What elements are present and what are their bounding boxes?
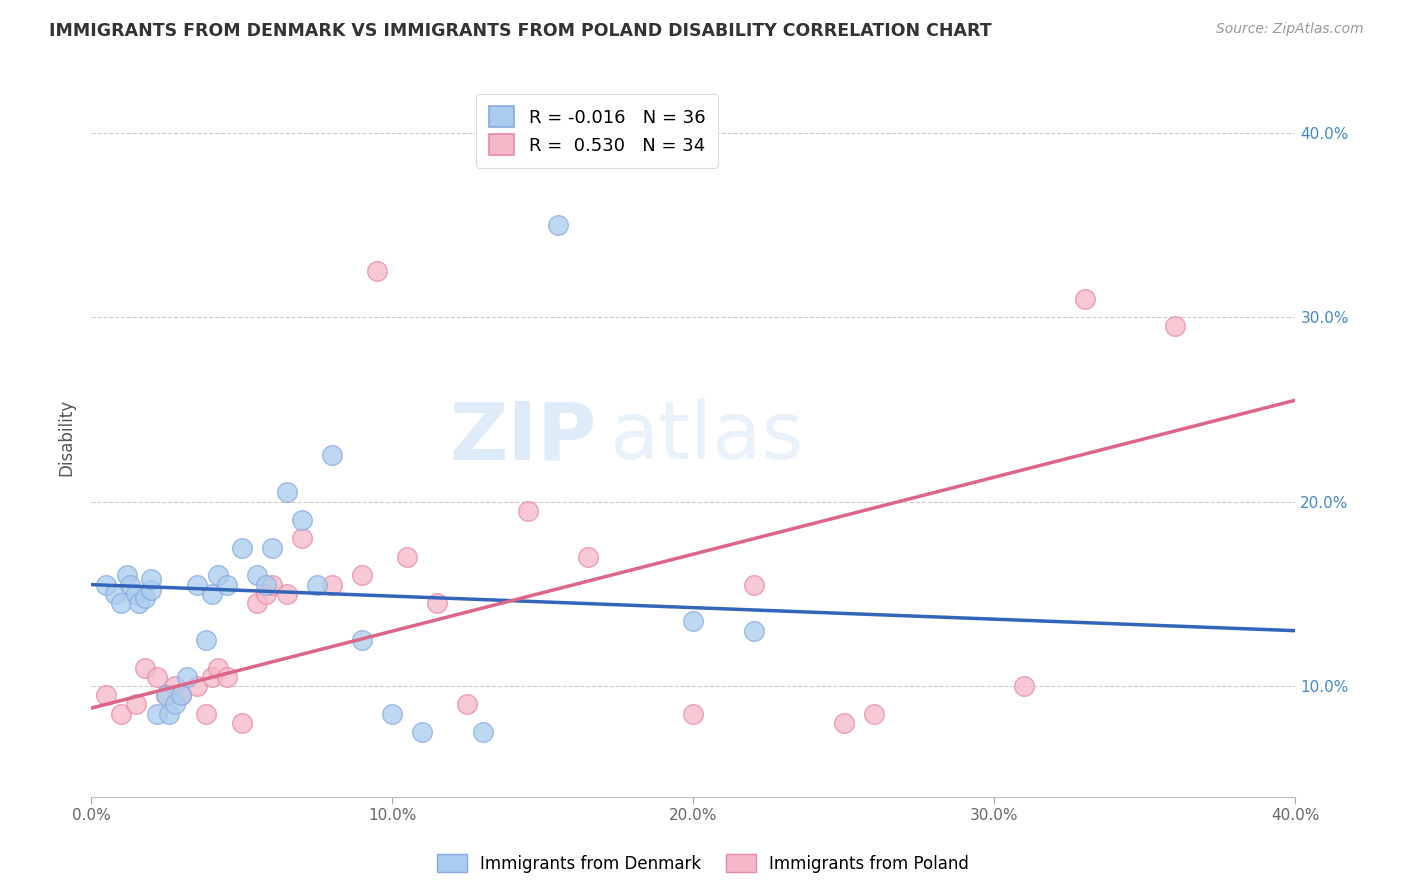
Point (141, 572, 163, 586)
Point (260, 541, 283, 555)
Point (170, 688, 193, 702)
Point (207, 660, 229, 674)
Legend: R = -0.016   N = 36, R =  0.530   N = 34: R = -0.016 N = 36, R = 0.530 N = 34 (477, 94, 718, 168)
Point (110, 706, 132, 721)
Point (246, 596, 269, 610)
Point (120, 577, 142, 591)
Point (321, 449, 343, 463)
Point (200, 670, 222, 684)
Point (291, 532, 314, 546)
Text: atlas: atlas (609, 398, 803, 476)
Point (96, 688, 118, 702)
Point (186, 577, 208, 591)
Point (128, 596, 150, 610)
Point (1014, 679, 1036, 693)
Point (134, 660, 156, 674)
Point (146, 706, 169, 721)
Point (742, 577, 765, 591)
Point (471, 725, 494, 739)
Text: Source: ZipAtlas.com: Source: ZipAtlas.com (1216, 22, 1364, 37)
Point (200, 587, 222, 601)
Point (260, 577, 283, 591)
Point (276, 485, 298, 500)
Point (254, 577, 277, 591)
Point (457, 698, 479, 712)
Point (215, 670, 238, 684)
Point (1164, 319, 1187, 334)
Point (141, 583, 163, 598)
Point (246, 568, 269, 582)
Point (110, 596, 132, 610)
Y-axis label: Disability: Disability (58, 399, 75, 475)
Point (381, 706, 404, 721)
Point (411, 725, 433, 739)
Point (276, 587, 298, 601)
Point (366, 264, 388, 278)
Point (125, 698, 148, 712)
Point (231, 541, 253, 555)
Point (682, 615, 704, 629)
Point (321, 577, 343, 591)
Point (352, 568, 374, 582)
Point (215, 577, 238, 591)
Point (426, 596, 449, 610)
Point (194, 706, 217, 721)
Legend: Immigrants from Denmark, Immigrants from Poland: Immigrants from Denmark, Immigrants from… (430, 847, 976, 880)
Point (186, 679, 208, 693)
Point (305, 577, 328, 591)
Point (231, 715, 253, 730)
Point (165, 679, 187, 693)
Point (1073, 292, 1095, 306)
Point (682, 706, 704, 721)
Point (146, 670, 169, 684)
Point (165, 698, 187, 712)
Point (547, 218, 569, 232)
Point (176, 670, 198, 684)
Point (396, 549, 419, 564)
Point (576, 549, 599, 564)
Text: IMMIGRANTS FROM DENMARK VS IMMIGRANTS FROM POLAND DISABILITY CORRELATION CHART: IMMIGRANTS FROM DENMARK VS IMMIGRANTS FR… (49, 22, 991, 40)
Point (155, 688, 177, 702)
Point (134, 591, 156, 605)
Point (742, 624, 765, 638)
Point (117, 568, 139, 582)
Point (291, 513, 314, 527)
Point (207, 568, 229, 582)
Point (96, 577, 118, 591)
Point (863, 706, 886, 721)
Point (155, 688, 177, 702)
Text: ZIP: ZIP (450, 398, 598, 476)
Point (159, 706, 181, 721)
Point (254, 587, 277, 601)
Point (170, 688, 193, 702)
Point (125, 587, 148, 601)
Point (516, 504, 538, 518)
Point (194, 632, 217, 647)
Point (104, 587, 127, 601)
Point (352, 632, 374, 647)
Point (832, 715, 855, 730)
